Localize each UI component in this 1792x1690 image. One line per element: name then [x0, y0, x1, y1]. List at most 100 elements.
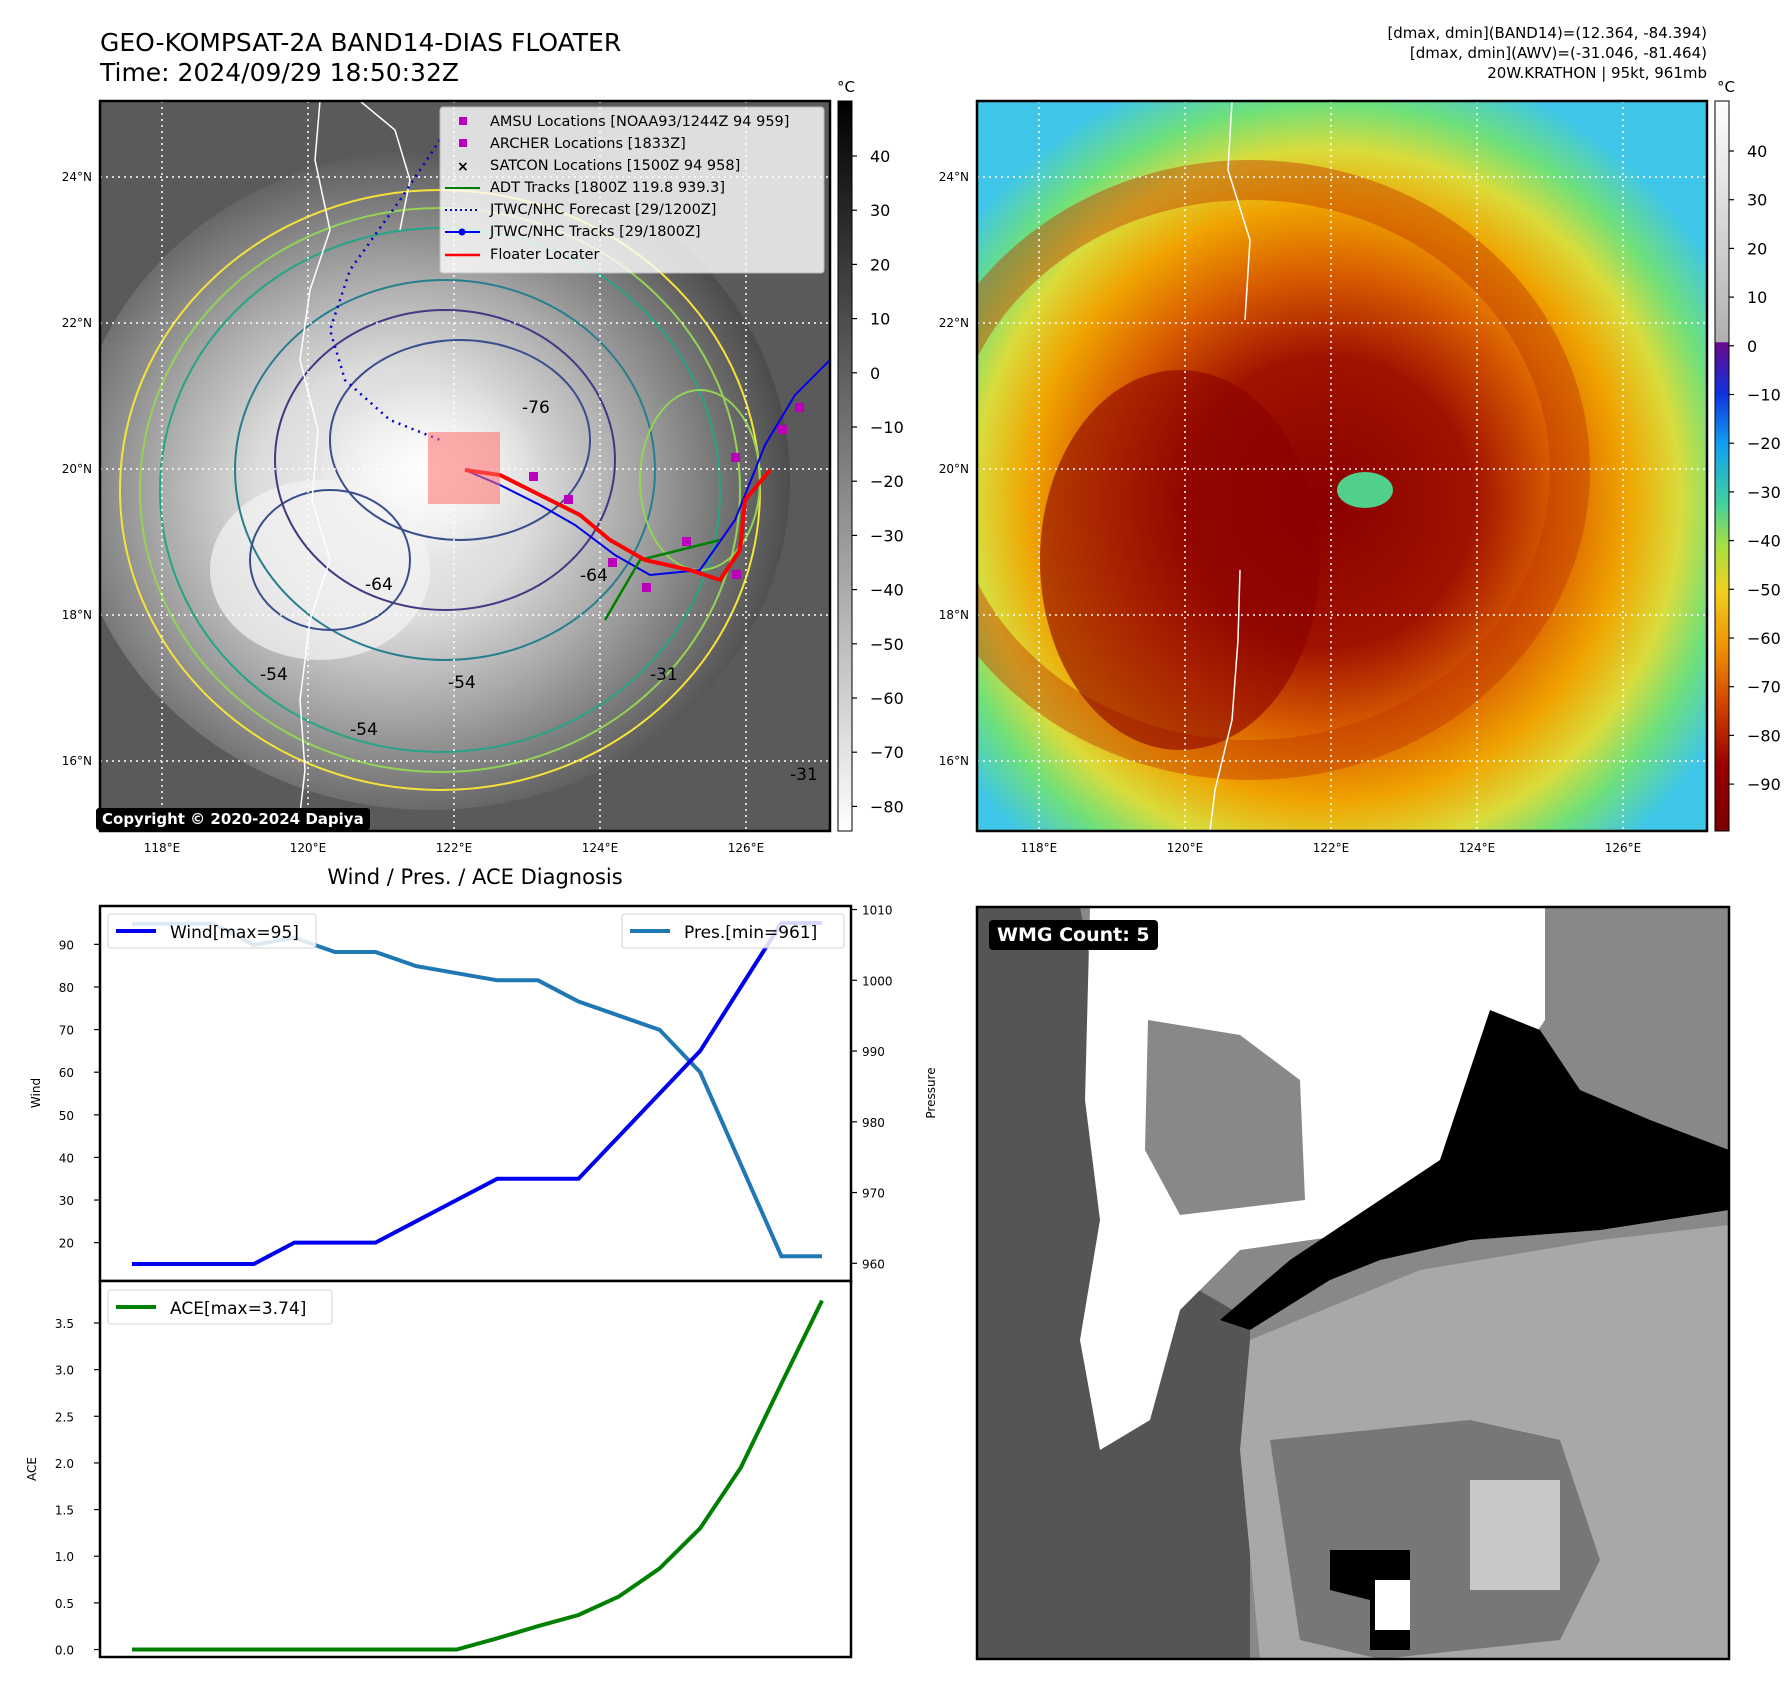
wmg-count-badge: WMG Count: 5	[989, 920, 1158, 950]
figure-time: Time: 2024/09/29 18:50:32Z	[99, 58, 459, 87]
wmg-region-bright	[1470, 1480, 1560, 1590]
colorbar-tick-label: −50	[1747, 580, 1781, 599]
colorbar-tick-label: −20	[1747, 434, 1781, 453]
ir-map-frame	[98, 99, 832, 833]
colorbar-tick-label: −20	[870, 472, 904, 491]
colorbar-tick-label: 10	[870, 310, 890, 329]
legend-label-forecast: JTWC/NHC Forecast [29/1200Z]	[489, 202, 716, 218]
lat-label: 18°N	[939, 608, 969, 622]
contour-purple	[274, 309, 616, 611]
pressure-legend-box	[621, 913, 845, 949]
info-line-2: [dmax, dmin](AWV)=(-31.046, -81.464)	[1410, 44, 1707, 62]
pressure-ytick-label: 960	[862, 1257, 885, 1271]
awv-colorbar-unit: °C	[1717, 78, 1735, 96]
colorbar-tick-label: 30	[1747, 191, 1767, 210]
jtwc-track-line	[464, 359, 830, 577]
pressure-ytick-label: 1000	[862, 974, 893, 988]
wind-legend-box	[107, 913, 317, 949]
contour-label: -64	[580, 566, 608, 586]
colorbar-tick-label: −90	[1747, 775, 1781, 794]
ace-legend-label: ACE[max=3.74]	[170, 1299, 306, 1319]
pressure-ytick-label: 1010	[862, 904, 893, 918]
contour-label: -54	[260, 665, 288, 685]
diagnosis-title: Wind / Pres. / ACE Diagnosis	[327, 865, 622, 889]
ace-ytick-label: 0.5	[55, 1597, 74, 1611]
colorbar-tick-label: 0	[870, 364, 880, 383]
ir-coastline-luzon	[297, 101, 331, 831]
amsu-locations	[529, 403, 804, 592]
floater-track-line	[464, 468, 772, 583]
wind-ytick-label: 60	[59, 1066, 74, 1080]
colorbar-tick-label: −70	[1747, 678, 1781, 697]
lat-label: 16°N	[62, 754, 92, 768]
colorbar-tick-label: −10	[870, 418, 904, 437]
wmg-frame	[975, 905, 1731, 1661]
wind-ytick-label: 30	[59, 1194, 74, 1208]
contour-label: -54	[350, 720, 378, 740]
legend-marker-satcon: ×	[457, 159, 469, 175]
lon-label: 126°E	[728, 841, 765, 855]
wind-ytick-label: 20	[59, 1237, 74, 1251]
lat-label: 16°N	[939, 754, 969, 768]
adt-track-line	[603, 538, 721, 621]
awv-eye-patch	[1337, 472, 1393, 508]
legend-label-amsu: AMSU Locations [NOAA93/1244Z 94 959]	[490, 114, 789, 130]
colorbar-tick-label: −10	[1747, 386, 1781, 405]
colorbar-tick-label: −70	[870, 743, 904, 762]
lat-label: 20°N	[62, 462, 92, 476]
ace-ytick-label: 0.0	[55, 1644, 74, 1658]
ir-legend: AMSU Locations [NOAA93/1244Z 94 959] ARC…	[439, 106, 825, 274]
awv-gridlines	[977, 101, 1707, 831]
ace-ytick-label: 1.0	[55, 1550, 74, 1564]
lat-label: 22°N	[62, 316, 92, 330]
contour-label: -54	[448, 673, 476, 693]
colorbar-tick-label: −80	[870, 797, 904, 816]
colorbar-tick-label: 40	[1747, 142, 1767, 161]
lat-label: 24°N	[62, 170, 92, 184]
contour-dark-blue-west	[249, 489, 411, 631]
legend-marker-amsu	[459, 117, 467, 125]
ir-colorbar-unit: °C	[837, 78, 855, 96]
legend-label-satcon: SATCON Locations [1500Z 94 958]	[490, 158, 740, 174]
pressure-ytick-label: 990	[862, 1045, 885, 1059]
copyright-badge: Copyright © 2020-2024 Dapiya	[96, 808, 370, 830]
lat-label: 18°N	[62, 608, 92, 622]
ace-ytick-label: 3.5	[55, 1317, 74, 1331]
ace-chart: ACE 0.0 0.5 1.0 1.5 2.0 2.5 3.0 3.5 ACE[max=3.7…	[25, 1279, 853, 1659]
lon-label: 120°E	[1167, 841, 1204, 855]
colorbar-tick-label: −80	[1747, 726, 1781, 745]
colorbar-tick-label: −50	[870, 635, 904, 654]
ir-colorbar: °C 40 30 20 10 0 −10 −20 −30 −40 −50 −60 −70 −80	[837, 78, 904, 832]
pressure-legend-label: Pres.[min=961]	[684, 923, 817, 943]
contour-dark-blue-inner	[329, 339, 591, 541]
legend-label-floater: Floater Locater	[490, 247, 599, 263]
pressure-ytick-label: 970	[862, 1187, 885, 1201]
wmg-region-mottled	[1270, 1420, 1600, 1659]
lon-label: 126°E	[1605, 841, 1642, 855]
ace-series-line	[132, 1299, 824, 1652]
legend-label-tracks: JTWC/NHC Tracks [29/1800Z]	[489, 224, 701, 240]
figure-title: GEO-KOMPSAT-2A BAND14-DIAS FLOATER	[100, 28, 621, 57]
contour-label: -31	[790, 765, 818, 785]
ir-coastline-taiwan	[359, 101, 411, 231]
colorbar-tick-label: −40	[870, 581, 904, 600]
colorbar-tick-label: −60	[1747, 629, 1781, 648]
lon-label: 124°E	[582, 841, 619, 855]
legend-box	[439, 106, 825, 274]
ir-colorbar-bar	[837, 100, 853, 832]
legend-label-adt: ADT Tracks [1800Z 119.8 939.3]	[490, 180, 725, 196]
wmg-panel	[977, 907, 1729, 1659]
colorbar-tick-label: 40	[870, 147, 890, 166]
colorbar-tick-label: 20	[1747, 239, 1767, 258]
colorbar-tick-label: −30	[870, 526, 904, 545]
wmg-region-black-band	[1220, 1010, 1729, 1330]
wind-ytick-label: 40	[59, 1151, 74, 1165]
colorbar-tick-label: −30	[1747, 483, 1781, 502]
lon-label: 122°E	[436, 841, 473, 855]
lat-label: 20°N	[939, 462, 969, 476]
lon-label: 124°E	[1459, 841, 1496, 855]
awv-coastline	[1209, 101, 1251, 831]
ace-ytick-label: 3.0	[55, 1364, 74, 1378]
colorbar-tick-label: 10	[1747, 288, 1767, 307]
lon-label: 118°E	[1021, 841, 1058, 855]
